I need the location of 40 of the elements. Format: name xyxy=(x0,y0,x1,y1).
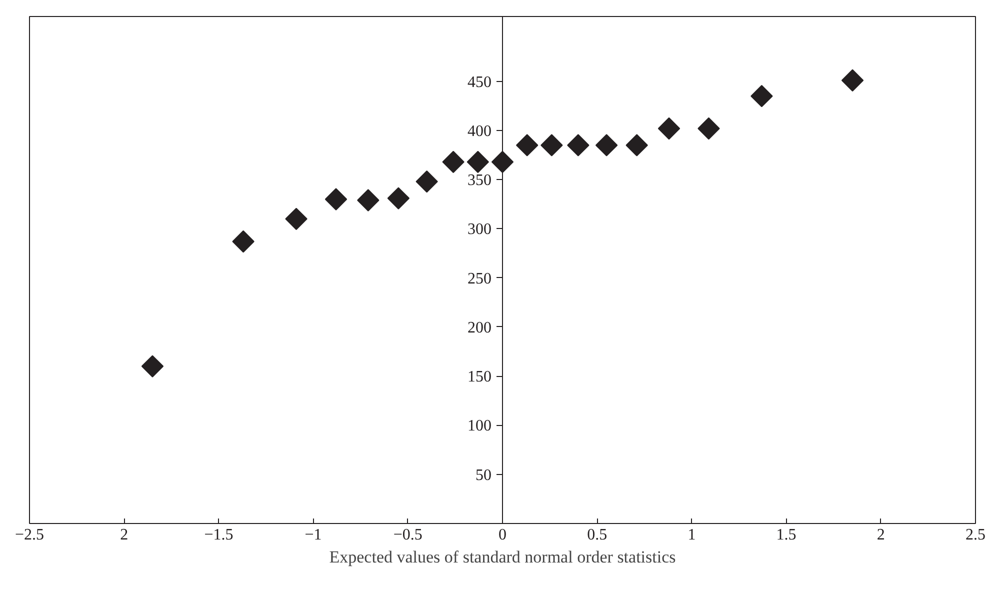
point xyxy=(466,150,490,174)
point xyxy=(141,355,164,378)
y-tick-label: 300 xyxy=(468,221,492,238)
x-tick-label: 0.5 xyxy=(587,526,608,544)
y-tick-label: 50 xyxy=(476,466,492,484)
point xyxy=(387,187,410,210)
point xyxy=(324,188,348,210)
point xyxy=(626,134,648,156)
y-tick-label: 100 xyxy=(468,418,492,435)
x-tick-label: 1 xyxy=(688,526,696,544)
y-tick-label: 150 xyxy=(468,368,492,386)
point xyxy=(285,208,308,230)
point xyxy=(232,230,254,253)
point xyxy=(841,69,864,92)
point xyxy=(540,134,563,156)
x-tick-label: 2 xyxy=(876,526,885,544)
point xyxy=(750,84,773,108)
x-tick-label: −1 xyxy=(304,526,322,544)
point xyxy=(357,189,380,212)
x-tick-label: 2.5 xyxy=(966,526,986,544)
x-axis-title: Expected values of standard normal order statistics xyxy=(329,548,676,566)
y-tick-label: 200 xyxy=(468,319,492,336)
y-tick-label: 400 xyxy=(468,122,492,140)
point xyxy=(658,117,680,140)
x-tick-label: 2 xyxy=(120,526,128,544)
point xyxy=(595,134,618,156)
x-tick-label: −2.5 xyxy=(14,526,44,544)
x-tick-label: 1.5 xyxy=(776,526,796,544)
point xyxy=(491,150,514,174)
x-tick-label: −0.5 xyxy=(393,526,422,544)
x-tick-label: −1.5 xyxy=(204,526,234,544)
point xyxy=(516,134,538,156)
x-tick-label: 0 xyxy=(498,526,506,544)
point xyxy=(442,150,464,174)
point xyxy=(416,170,438,193)
y-tick-label: 350 xyxy=(468,172,492,190)
y-tick-label: 250 xyxy=(468,270,492,288)
point xyxy=(698,117,720,140)
point xyxy=(567,134,590,156)
y-tick-label: 450 xyxy=(468,74,492,91)
